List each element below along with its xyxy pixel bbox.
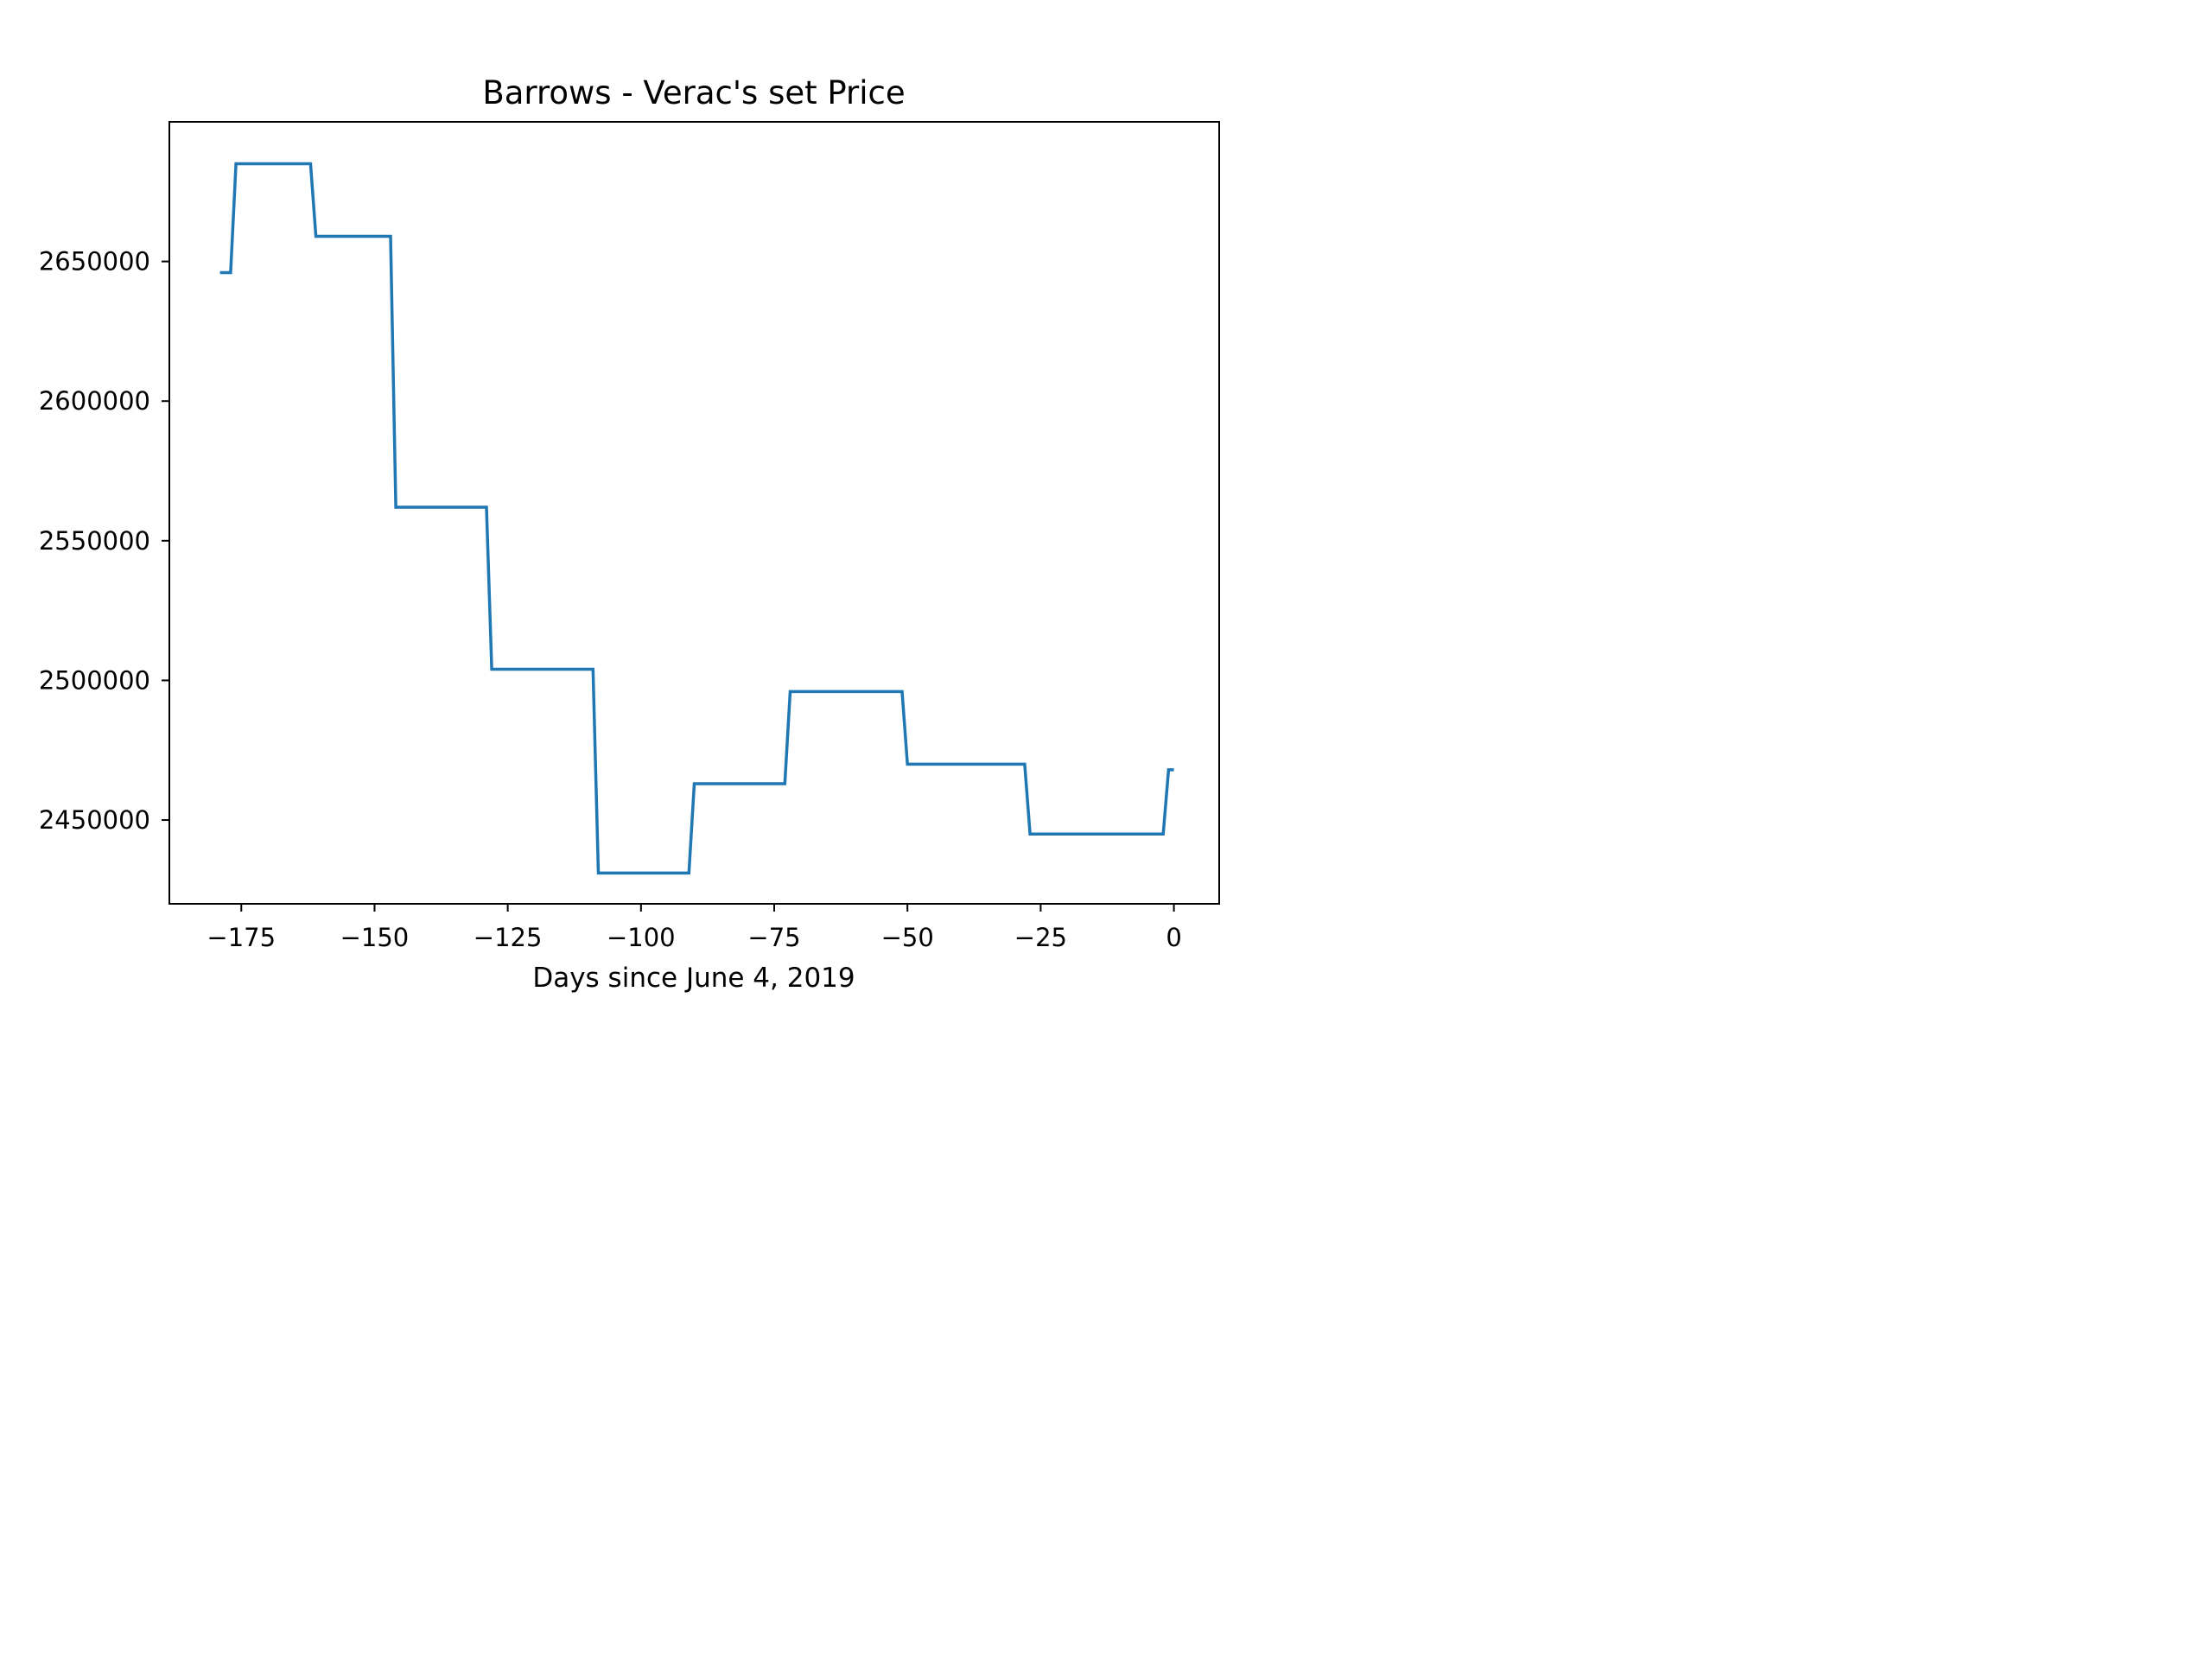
x-axis-label: Days since June 4, 2019 — [532, 963, 855, 994]
x-tick-label: −75 — [747, 923, 800, 952]
axis-ticks: −175 −150 −125 −100 −75 −50 −25 0 2450000 2500000… — [39, 247, 1182, 952]
line-chart: Barrows - Verac's set Price −175 −150 −125… — [39, 74, 1220, 994]
x-tick-label: −125 — [474, 923, 543, 952]
y-tick-label: 2550000 — [39, 526, 150, 556]
chart-title: Barrows - Verac's set Price — [482, 74, 905, 111]
x-tick-label: −50 — [881, 923, 934, 952]
y-tick-label: 2600000 — [39, 386, 150, 416]
x-tick-label: −150 — [340, 923, 410, 952]
y-tick-label: 2500000 — [39, 665, 150, 695]
data-series — [219, 162, 1174, 875]
x-tick-label: 0 — [1166, 923, 1181, 952]
x-tick-label: −175 — [207, 923, 276, 952]
chart-container: Barrows - Verac's set Price −175 −150 −125… — [0, 0, 1348, 1011]
x-tick-label: −100 — [607, 923, 676, 952]
price-series-line — [219, 162, 1174, 875]
x-tick-label: −25 — [1014, 923, 1067, 952]
y-tick-label: 2650000 — [39, 247, 150, 276]
plot-area-frame — [168, 121, 1220, 905]
y-tick-label: 2450000 — [39, 805, 150, 835]
